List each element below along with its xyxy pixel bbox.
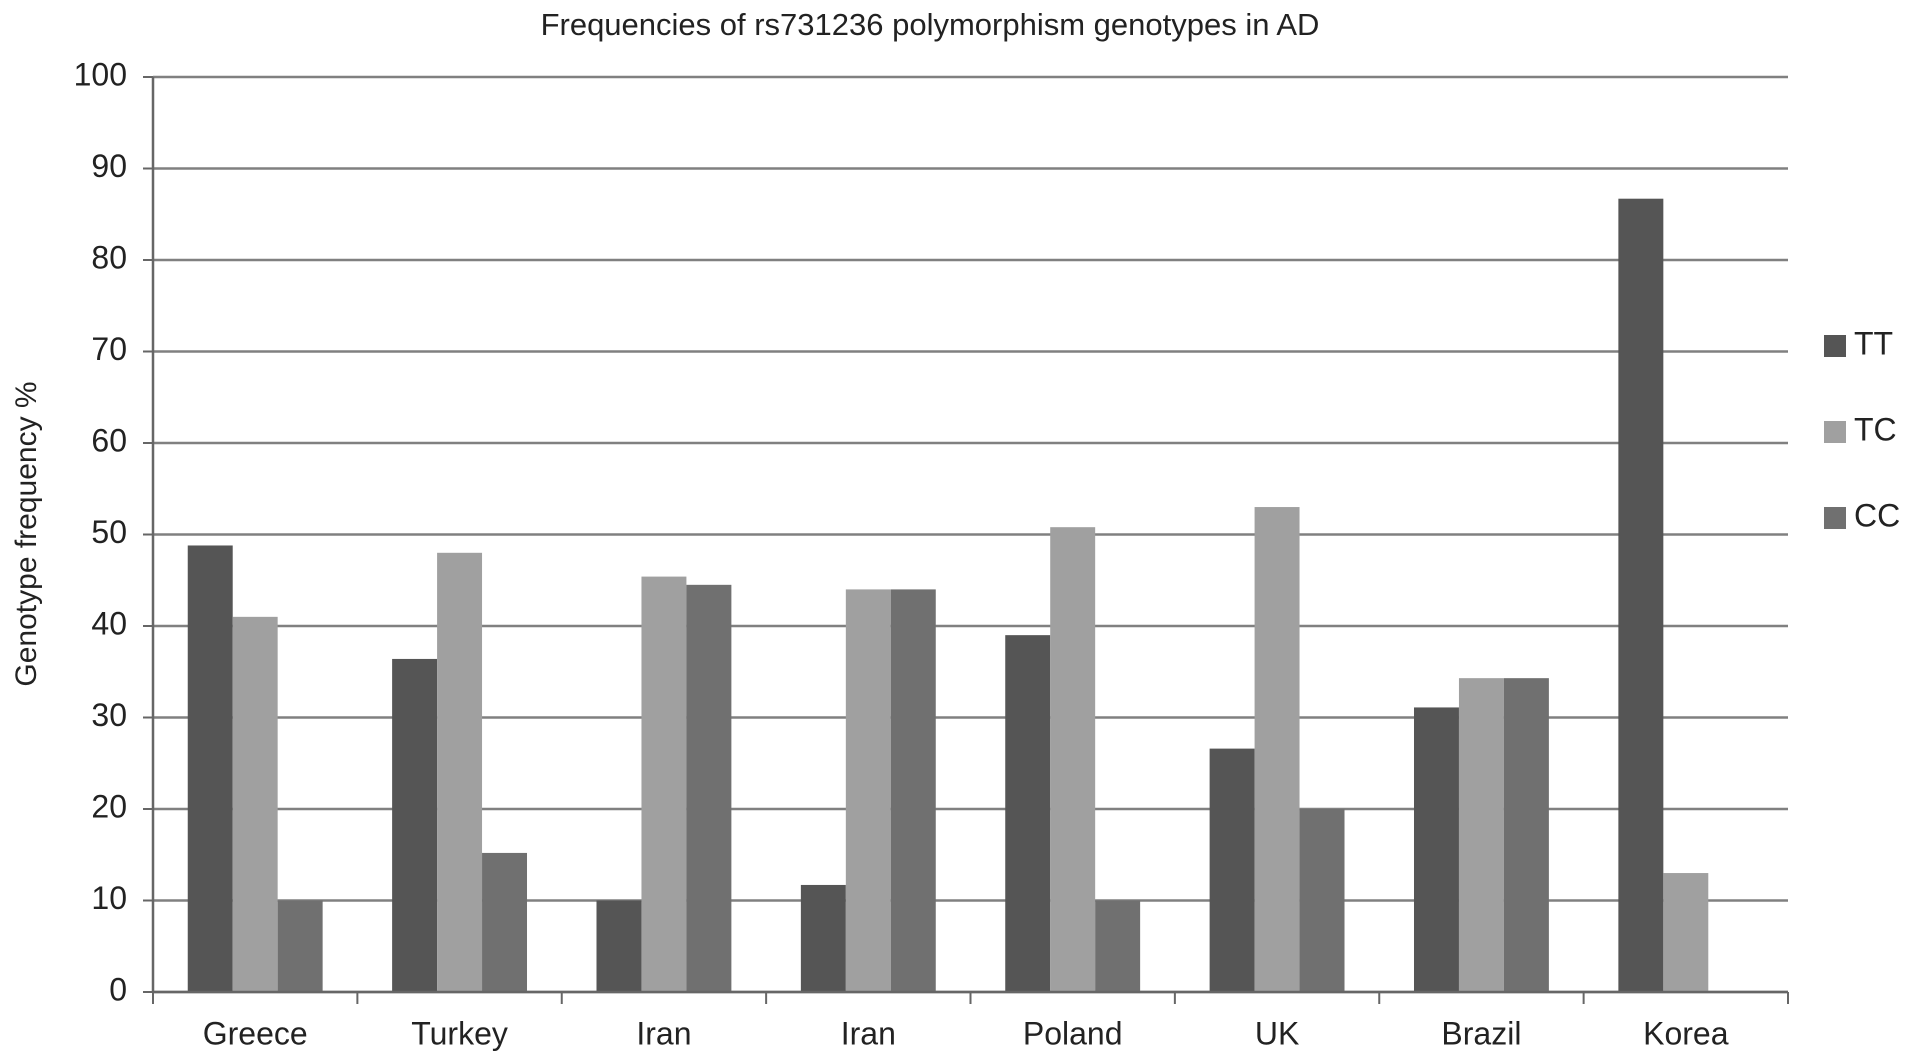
legend-swatch (1824, 421, 1846, 443)
x-tick-label: Korea (1643, 1015, 1729, 1051)
legend-swatch (1824, 507, 1846, 529)
bar (392, 658, 438, 992)
bar (1663, 873, 1709, 992)
bar (641, 576, 687, 992)
x-tick-label: Iran (636, 1015, 691, 1051)
y-tick-label: 100 (74, 56, 127, 92)
y-tick-label: 80 (91, 239, 127, 275)
bar (1503, 678, 1549, 992)
bar (1095, 900, 1141, 992)
bar (1254, 507, 1300, 992)
x-tick-label: Iran (841, 1015, 896, 1051)
y-tick-label: 60 (91, 422, 127, 458)
y-tick-label: 40 (91, 605, 127, 641)
bar (187, 545, 233, 992)
bar (800, 884, 846, 992)
bar (596, 900, 642, 992)
bar (1050, 527, 1096, 992)
bar (1458, 678, 1504, 992)
x-tick-label: Brazil (1441, 1015, 1521, 1051)
bar (232, 616, 278, 992)
legend-label: TC (1854, 411, 1897, 447)
legend-label: CC (1854, 497, 1900, 533)
y-tick-label: 50 (91, 514, 127, 550)
bar (1209, 748, 1255, 992)
legend-swatch (1824, 335, 1846, 357)
y-tick-label: 10 (91, 880, 127, 916)
x-tick-label: Greece (203, 1015, 308, 1051)
x-tick-label: Turkey (411, 1015, 508, 1051)
x-tick-label: UK (1255, 1015, 1299, 1051)
bar (482, 852, 528, 992)
bar (277, 900, 323, 992)
x-tick-label: Poland (1023, 1015, 1123, 1051)
bar (890, 589, 936, 992)
legend-label: TT (1854, 325, 1893, 361)
bar (1299, 809, 1345, 992)
chart-title: Frequencies of rs731236 polymorphism gen… (541, 7, 1320, 42)
bar (686, 584, 732, 992)
bar (1005, 635, 1051, 992)
y-tick-label: 20 (91, 788, 127, 824)
bar (1413, 707, 1459, 992)
bar (437, 552, 483, 992)
y-tick-label: 30 (91, 697, 127, 733)
y-tick-label: 0 (109, 971, 127, 1007)
y-tick-label: 90 (91, 148, 127, 184)
y-axis-label: Genotype frequency % (10, 381, 43, 686)
bar (845, 589, 891, 992)
y-tick-label: 70 (91, 331, 127, 367)
bar (1618, 198, 1664, 992)
